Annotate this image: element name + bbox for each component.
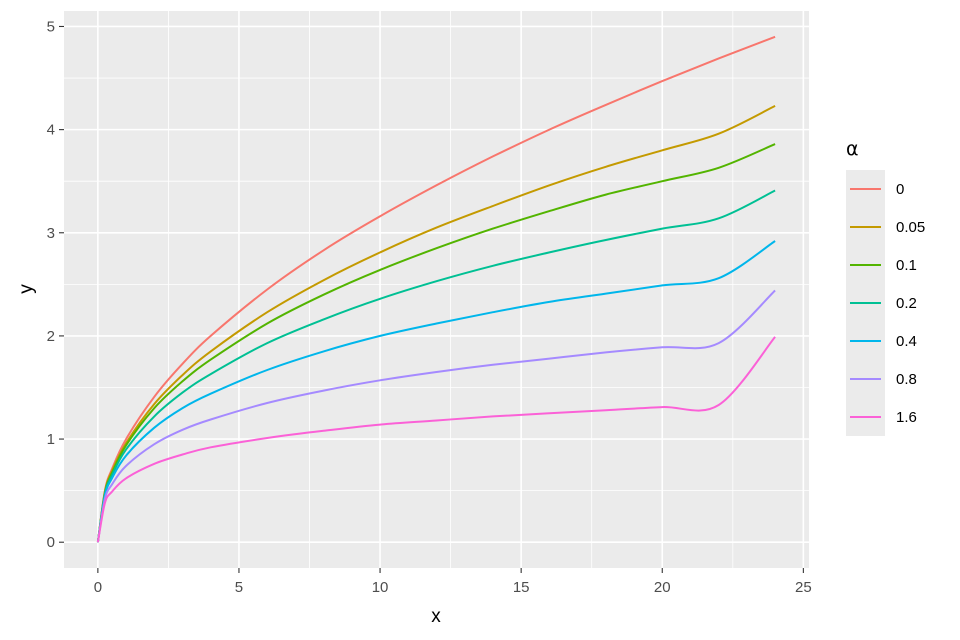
y-axis-ticks: 0 1 2 3 4 5: [47, 18, 64, 551]
grid-major: [64, 11, 809, 568]
y-tick-label: 1: [47, 431, 55, 448]
x-tick-label: 10: [372, 579, 389, 596]
legend-items: 0 0.05 0.1 0.2 0.4 0.8 1.6: [846, 170, 925, 436]
y-axis-title: y: [16, 284, 37, 294]
series-line-0_05: [96, 105, 776, 543]
legend-label: 0.05: [896, 219, 925, 236]
legend-title: α: [846, 138, 859, 160]
legend-label: 0.1: [896, 257, 917, 274]
series-line-0: [96, 35, 776, 543]
x-axis-ticks: 0 5 10 15 20 25: [94, 568, 812, 596]
plot-panel: [64, 11, 809, 568]
legend-label: 0.4: [896, 333, 917, 350]
legend-label: 0: [896, 181, 904, 198]
x-tick-label: 0: [94, 579, 102, 596]
series-line-0_1: [96, 143, 776, 543]
y-tick-label: 0: [47, 534, 55, 551]
series-line-1_6: [96, 336, 776, 543]
x-tick-label: 20: [654, 579, 671, 596]
legend-label: 0.8: [896, 371, 917, 388]
y-tick-label: 2: [47, 328, 55, 345]
legend-label: 1.6: [896, 409, 917, 426]
x-tick-label: 25: [795, 579, 812, 596]
legend-label: 0.2: [896, 295, 917, 312]
y-tick-label: 3: [47, 225, 55, 242]
x-tick-label: 15: [513, 579, 530, 596]
x-axis-title: x: [431, 606, 441, 627]
series-lines: [96, 35, 776, 543]
series-line-0_2: [96, 189, 776, 543]
x-tick-label: 5: [235, 579, 243, 596]
series-line-0_4: [96, 240, 776, 543]
legend: α 0 0.05 0.1 0.2 0.4 0.8 1.6: [846, 138, 925, 436]
series-line-0_8: [96, 289, 776, 543]
y-tick-label: 5: [47, 18, 55, 35]
y-tick-label: 4: [47, 122, 55, 139]
